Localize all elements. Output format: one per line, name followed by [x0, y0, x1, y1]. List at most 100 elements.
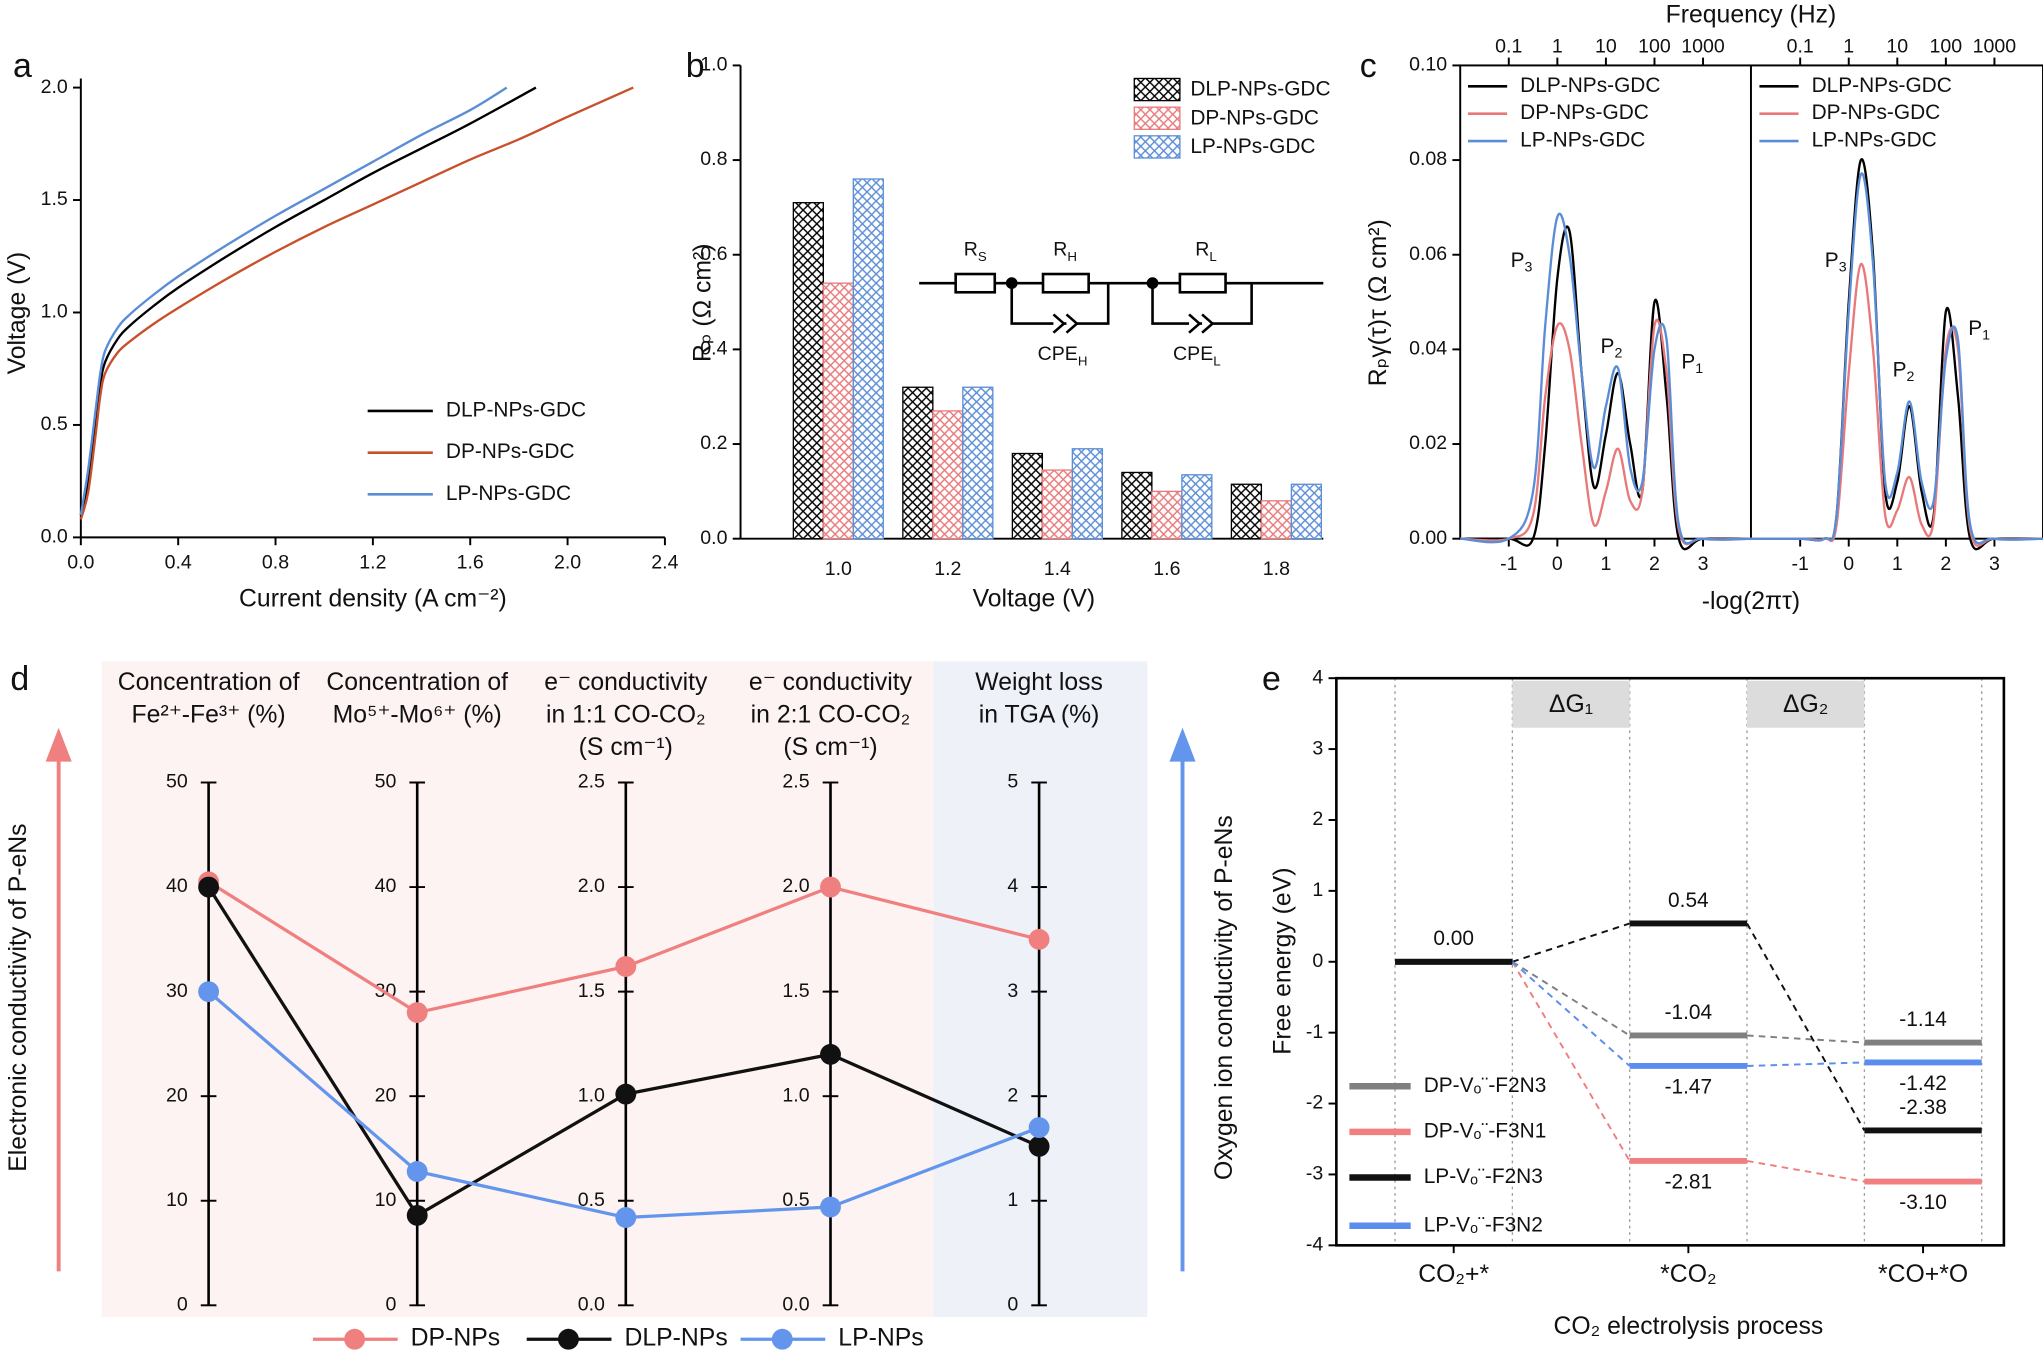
bar	[1230, 483, 1263, 540]
x-tick-label: 0.0	[67, 552, 94, 574]
panel-letter: b	[686, 47, 705, 85]
x-tick-label: 1.8	[1263, 558, 1290, 580]
y-axis-title: Rₚ (Ω cm²)	[690, 243, 717, 362]
circuit-label-sub: L	[1213, 353, 1220, 368]
legend-marker	[344, 1328, 366, 1350]
circuit-inset	[919, 272, 1324, 334]
drt-curve	[1751, 158, 2043, 551]
axis-tick-label: 2	[1007, 1084, 1018, 1106]
x-tick-label: 1.4	[1044, 558, 1071, 580]
point	[198, 876, 220, 898]
axis-tick-label: 0.0	[578, 1293, 605, 1315]
legend-label: LP-Vₒ¨-F2N3	[1424, 1165, 1543, 1188]
legend-marker	[771, 1328, 793, 1350]
legend-label: DLP-NPs-GDC	[1520, 74, 1660, 97]
panel-letter: e	[1262, 660, 1281, 698]
circuit-label-main: CPE	[1173, 343, 1213, 365]
legend-label: DP-NPs-GDC	[1812, 101, 1941, 124]
peak-label: P3	[1825, 249, 1847, 276]
y-tick-label: 0.06	[1409, 243, 1447, 265]
y-tick-label: 0.00	[1409, 527, 1447, 549]
peak-label: P2	[1893, 358, 1915, 385]
x-tick-label: 100	[1638, 35, 1671, 57]
connector	[1746, 1160, 1865, 1183]
legend-marker	[558, 1328, 579, 1350]
circuit-label-sub: S	[978, 249, 987, 264]
x-tick-label: 1000	[1973, 35, 2017, 57]
axis-tick-label: 20	[166, 1084, 188, 1106]
left-arrow	[45, 727, 72, 1272]
y-tick-label: 0.6	[700, 243, 727, 265]
y-tick-label: 2	[1312, 808, 1323, 830]
connector	[1746, 923, 1866, 1131]
value-label: 0.54	[1668, 889, 1709, 912]
peak-label-main: P	[1825, 249, 1839, 272]
bar	[822, 282, 854, 540]
right-arrow	[1169, 727, 1196, 1272]
point	[820, 876, 841, 898]
point	[406, 1002, 428, 1023]
legend-label: DP-NPs-GDC	[446, 440, 575, 463]
drt-curve	[1460, 225, 1752, 551]
x-tick-label: 1.2	[934, 558, 961, 580]
axis-tick-label: 3	[1007, 980, 1018, 1002]
right-side-title: Oxygen ion conductivity of P-eNs	[1211, 815, 1238, 1180]
bar	[1181, 474, 1213, 540]
axis-header: Concentration of	[118, 669, 300, 696]
y-tick-label: 1.0	[700, 54, 727, 76]
connector	[1746, 1034, 1865, 1044]
x-tick-label: 1	[1843, 35, 1854, 57]
axis-tick-label: 1.0	[782, 1084, 809, 1106]
legend-label: DP-NPs-GDC	[1520, 101, 1649, 124]
legend-label: DP-NPs	[411, 1325, 500, 1352]
axis-tick-label: 0.5	[782, 1189, 809, 1211]
x-tick-label: -1	[1791, 553, 1808, 575]
axis-tick-label: 0	[1007, 1293, 1018, 1315]
connector	[1511, 961, 1631, 1067]
point	[820, 1196, 841, 1218]
legend-label: LP-NPs-GDC	[1520, 129, 1645, 152]
peak-label-main: P	[1968, 316, 1982, 339]
x-tick-label: 0.8	[262, 552, 289, 574]
y-tick-label: 0.0	[41, 526, 68, 548]
value-label: -1.04	[1665, 1001, 1713, 1024]
legend-label: DLP-NPs-GDC	[446, 398, 586, 421]
x-tick-label: 0.1	[1495, 35, 1522, 57]
bar	[852, 178, 884, 540]
line-series	[79, 86, 537, 516]
x-tick-label: 10	[1886, 35, 1908, 57]
axis-header: in 2:1 CO-CO₂	[751, 702, 911, 729]
circuit-label: RS	[964, 239, 987, 264]
x-axis-title: -log(2πτ)	[1702, 588, 1800, 615]
legend-label: DP-NPs-GDC	[1190, 106, 1319, 129]
y-tick-label: 1.5	[41, 188, 68, 210]
x-axis-title: CO₂ electrolysis process	[1554, 1313, 1824, 1340]
x-tick-label: 1	[1892, 553, 1903, 575]
x-tick-label: 1	[1552, 35, 1563, 57]
panel-letter: c	[1360, 47, 1377, 85]
bar	[902, 386, 934, 540]
axis-tick-label: 0	[177, 1293, 188, 1315]
x-tick-label: 1000	[1681, 35, 1725, 57]
circuit-label-sub: H	[1067, 249, 1077, 264]
connector	[1511, 961, 1631, 1162]
x-tick-label: 3	[1698, 553, 1709, 575]
circuit-label: CPEL	[1173, 343, 1221, 368]
value-label: -1.47	[1665, 1076, 1713, 1099]
x-tick-label: *CO+*O	[1878, 1261, 1968, 1288]
axis-tick-label: 0.0	[782, 1293, 809, 1315]
circuit-label-main: R	[1195, 239, 1209, 261]
axis-tick-label: 2.5	[782, 771, 809, 793]
x-axis-title: Voltage (V)	[973, 586, 1096, 613]
axis-header: (S cm⁻¹)	[579, 734, 673, 761]
drt-curve	[1460, 318, 1752, 546]
connector	[1512, 922, 1631, 963]
x-tick-label: CO₂+*	[1418, 1261, 1489, 1288]
point	[615, 956, 637, 977]
bar	[792, 202, 824, 540]
value-label: -1.42	[1899, 1072, 1947, 1095]
x-tick-label: 1.6	[457, 552, 484, 574]
legend-label: DLP-NPs	[625, 1325, 728, 1352]
axis-header: Weight loss	[975, 669, 1103, 696]
